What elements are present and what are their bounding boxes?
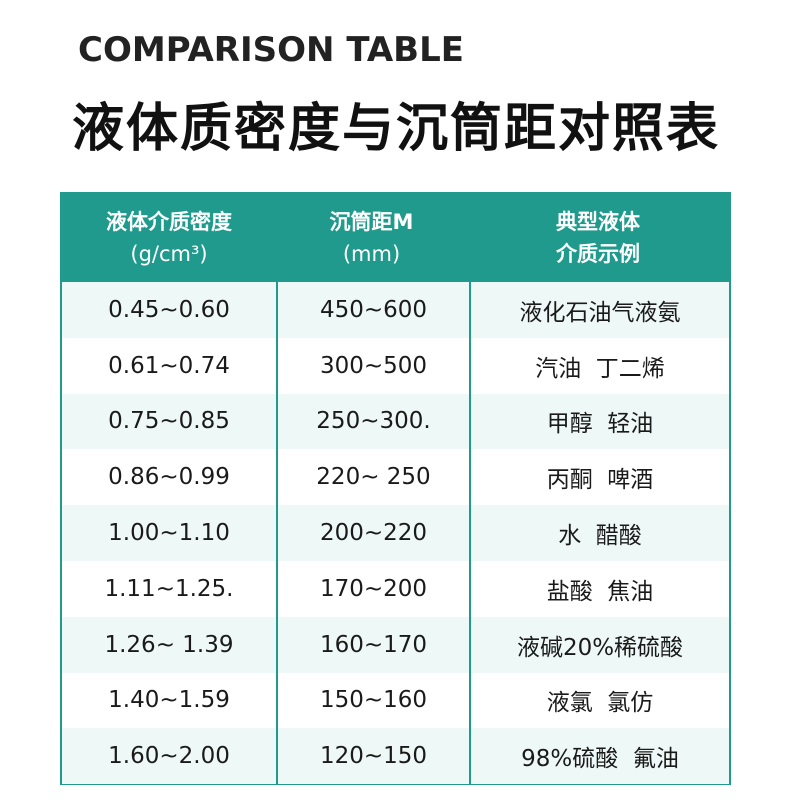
example-cell: 水 醋酸 — [558, 523, 642, 550]
header-examples: 典型液体 介质示例 — [467, 194, 729, 282]
example-cell: 液碱20%稀硫酸 — [516, 634, 684, 661]
example-cell: 丙酮 啤酒 — [546, 467, 654, 494]
example-cell: 汽油 丁二烯 — [535, 355, 665, 382]
distance-cell: 450~600 — [278, 282, 471, 338]
comparison-table: 液体介质密度 (g/cm³) 沉筒距M (mm) 典型液体 介质示例 0.45~… — [60, 192, 731, 785]
density-cell: 0.45~0.60 — [62, 282, 278, 338]
example-cell: 液氯 氯仿 — [546, 690, 654, 717]
distance-cell: 150~160 — [278, 672, 471, 729]
header-label: 典型液体 — [556, 210, 640, 234]
distance-cell: 250~300. — [278, 393, 471, 450]
header-label: 介质示例 — [556, 242, 640, 266]
header-distance: 沉筒距M (mm) — [276, 194, 467, 282]
header-label: 液体介质密度 — [106, 210, 232, 234]
header-unit: (g/cm³) — [130, 242, 208, 266]
table-header: 液体介质密度 (g/cm³) 沉筒距M (mm) 典型液体 介质示例 — [62, 194, 729, 282]
header-unit: (mm) — [342, 242, 401, 266]
table-row: 1.11~1.25. 170~200 盐酸 焦油 — [62, 560, 729, 617]
distance-cell: 220~ 250 — [278, 449, 471, 506]
table-row: 1.00~1.10 200~220 水 醋酸 — [62, 505, 729, 561]
example-cell: 98%硫酸 氟油 — [521, 746, 679, 773]
header-label: 沉筒距M — [329, 210, 414, 234]
table-row: 0.45~0.60 450~600 液化石油气液氨 — [62, 282, 729, 338]
distance-cell: 160~170 — [278, 616, 471, 673]
title-english: COMPARISON TABLE — [78, 30, 464, 70]
density-cell: 0.61~0.74 — [62, 337, 278, 394]
table-body: 0.45~0.60 450~600 液化石油气液氨 0.61~0.74 300~500 汽… — [62, 282, 729, 785]
table-row: 1.26~ 1.39 160~170 液碱20%稀硫酸 — [62, 616, 729, 673]
table-row: 0.75~0.85 250~300. 甲醇 轻油 — [62, 393, 729, 450]
distance-cell: 170~200 — [278, 560, 471, 617]
distance-cell: 300~500 — [278, 337, 471, 394]
table-row: 1.60~2.00 120~150 98%硫酸 氟油 — [62, 728, 729, 785]
header-density: 液体介质密度 (g/cm³) — [62, 194, 276, 282]
example-cell: 甲醇 轻油 — [546, 411, 654, 438]
example-cell: 液化石油气液氨 — [519, 299, 681, 326]
density-cell: 1.00~1.10 — [62, 505, 278, 561]
distance-cell: 200~220 — [278, 505, 471, 561]
density-cell: 0.75~0.85 — [62, 393, 278, 450]
table-row: 0.86~0.99 220~ 250 丙酮 啤酒 — [62, 449, 729, 506]
density-cell: 1.11~1.25. — [62, 560, 278, 617]
table-row: 0.61~0.74 300~500 汽油 丁二烯 — [62, 337, 729, 394]
distance-cell: 120~150 — [278, 728, 471, 785]
density-cell: 0.86~0.99 — [62, 449, 278, 506]
title-chinese: 液体质密度与沉筒距对照表 — [72, 99, 721, 159]
table-row: 1.40~1.59 150~160 液氯 氯仿 — [62, 672, 729, 729]
density-cell: 1.60~2.00 — [62, 728, 278, 785]
density-cell: 1.40~1.59 — [62, 672, 278, 729]
example-cell: 盐酸 焦油 — [546, 578, 654, 605]
density-cell: 1.26~ 1.39 — [62, 616, 278, 673]
